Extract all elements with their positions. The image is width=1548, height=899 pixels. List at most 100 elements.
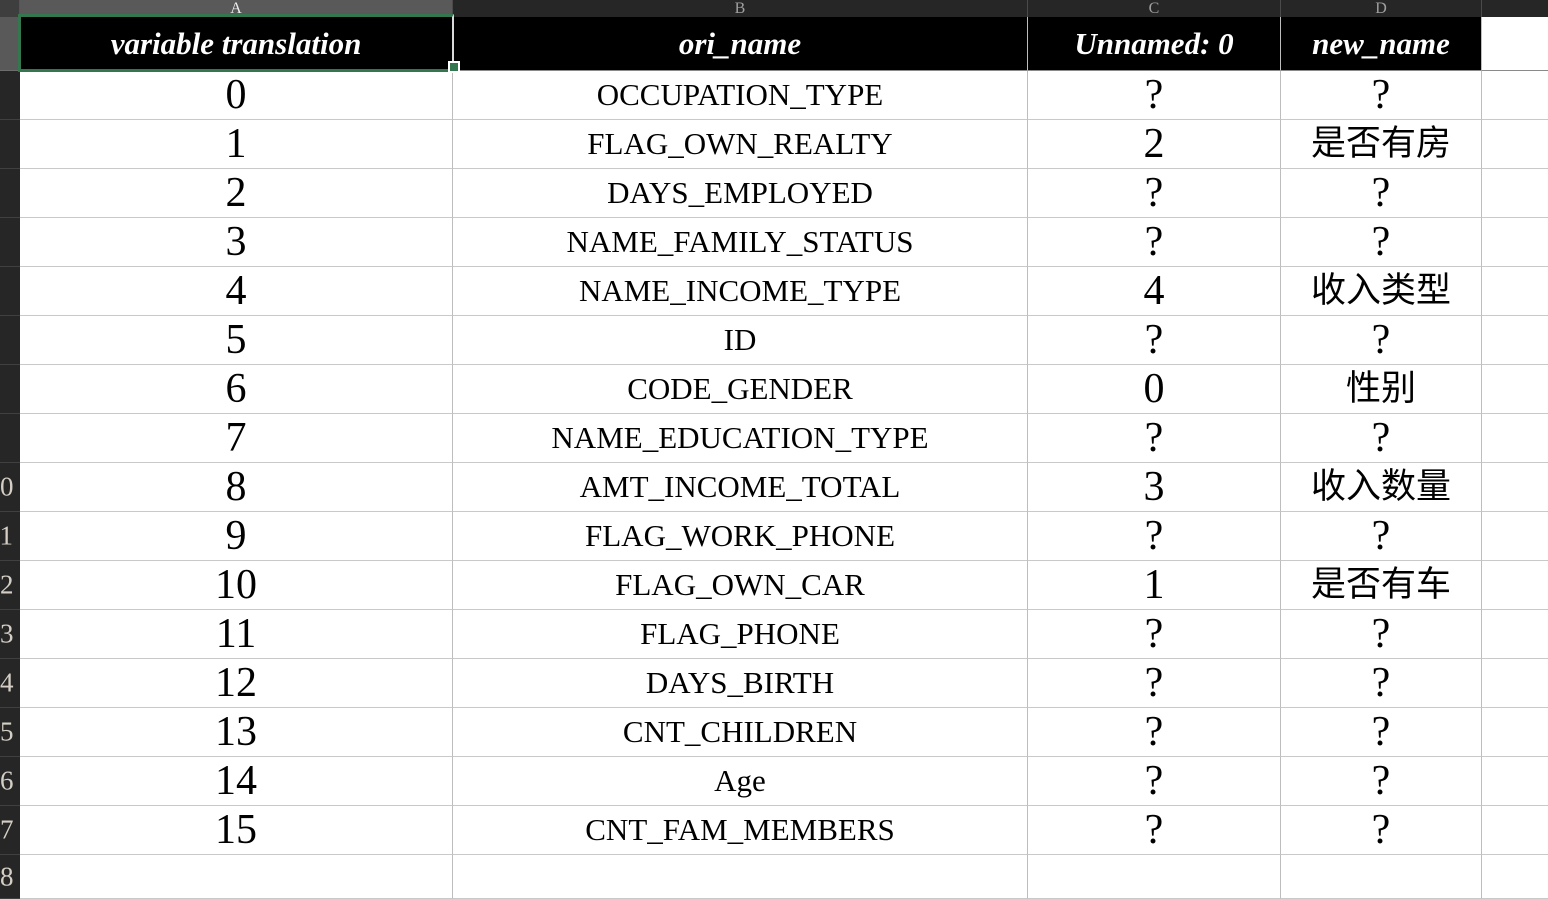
row-header-11[interactable]: 11 (0, 512, 20, 561)
cell-b9[interactable]: NAME_EDUCATION_TYPE (453, 414, 1028, 463)
cell-d5[interactable]: ? (1281, 218, 1482, 267)
row-header-13[interactable]: 13 (0, 610, 20, 659)
cell-a16[interactable]: 14 (20, 757, 453, 806)
cell-e14[interactable] (1482, 659, 1548, 708)
header-cell-e1[interactable] (1482, 17, 1548, 71)
row-header-6[interactable]: 6 (0, 267, 20, 316)
cell-a3[interactable]: 1 (20, 120, 453, 169)
cell-b10[interactable]: AMT_INCOME_TOTAL (453, 463, 1028, 512)
cell-b14[interactable]: DAYS_BIRTH (453, 659, 1028, 708)
cell-a4[interactable]: 2 (20, 169, 453, 218)
column-header-d[interactable]: D (1281, 0, 1482, 17)
cell-a18[interactable] (20, 855, 453, 899)
column-header-a[interactable]: A (20, 0, 453, 17)
row-header-3[interactable]: 3 (0, 120, 20, 169)
cell-e4[interactable] (1482, 169, 1548, 218)
cell-a14[interactable]: 12 (20, 659, 453, 708)
cell-b5[interactable]: NAME_FAMILY_STATUS (453, 218, 1028, 267)
cell-d13[interactable]: ? (1281, 610, 1482, 659)
cell-a8[interactable]: 6 (20, 365, 453, 414)
header-cell-d1[interactable]: new_name (1281, 17, 1482, 71)
cell-e15[interactable] (1482, 708, 1548, 757)
row-header-7[interactable]: 7 (0, 316, 20, 365)
cell-e6[interactable] (1482, 267, 1548, 316)
cell-d3[interactable]: 是否有房 (1281, 120, 1482, 169)
cell-b7[interactable]: ID (453, 316, 1028, 365)
cell-b2[interactable]: OCCUPATION_TYPE (453, 71, 1028, 120)
cell-e10[interactable] (1482, 463, 1548, 512)
cell-a7[interactable]: 5 (20, 316, 453, 365)
cell-d16[interactable]: ? (1281, 757, 1482, 806)
header-cell-a1[interactable]: variable translation (20, 17, 453, 71)
cell-e12[interactable] (1482, 561, 1548, 610)
cell-c12[interactable]: 1 (1028, 561, 1281, 610)
cell-c18[interactable] (1028, 855, 1281, 899)
cell-d11[interactable]: ? (1281, 512, 1482, 561)
cell-c8[interactable]: 0 (1028, 365, 1281, 414)
cell-d12[interactable]: 是否有车 (1281, 561, 1482, 610)
cell-b17[interactable]: CNT_FAM_MEMBERS (453, 806, 1028, 855)
header-cell-c1[interactable]: Unnamed: 0 (1028, 17, 1281, 71)
row-header-4[interactable]: 4 (0, 169, 20, 218)
row-header-14[interactable]: 14 (0, 659, 20, 708)
column-header-b[interactable]: B (453, 0, 1028, 17)
row-header-5[interactable]: 5 (0, 218, 20, 267)
cell-d4[interactable]: ? (1281, 169, 1482, 218)
row-header-1[interactable]: 1 (0, 17, 20, 71)
cell-a10[interactable]: 8 (20, 463, 453, 512)
row-header-15[interactable]: 15 (0, 708, 20, 757)
cell-d2[interactable]: ? (1281, 71, 1482, 120)
cell-a9[interactable]: 7 (20, 414, 453, 463)
cell-e18[interactable] (1482, 855, 1548, 899)
cell-d14[interactable]: ? (1281, 659, 1482, 708)
cell-d6[interactable]: 收入类型 (1281, 267, 1482, 316)
cell-b15[interactable]: CNT_CHILDREN (453, 708, 1028, 757)
select-all-corner[interactable] (0, 0, 20, 17)
cell-e3[interactable] (1482, 120, 1548, 169)
cell-b16[interactable]: Age (453, 757, 1028, 806)
cell-e8[interactable] (1482, 365, 1548, 414)
cell-c10[interactable]: 3 (1028, 463, 1281, 512)
cell-c9[interactable]: ? (1028, 414, 1281, 463)
cell-b18[interactable] (453, 855, 1028, 899)
cell-c11[interactable]: ? (1028, 512, 1281, 561)
cell-d10[interactable]: 收入数量 (1281, 463, 1482, 512)
cell-a11[interactable]: 9 (20, 512, 453, 561)
cell-c15[interactable]: ? (1028, 708, 1281, 757)
row-header-16[interactable]: 16 (0, 757, 20, 806)
row-header-8[interactable]: 8 (0, 365, 20, 414)
header-cell-b1[interactable]: ori_name (453, 17, 1028, 71)
cell-c13[interactable]: ? (1028, 610, 1281, 659)
cell-a12[interactable]: 10 (20, 561, 453, 610)
column-header-c[interactable]: C (1028, 0, 1281, 17)
cell-b13[interactable]: FLAG_PHONE (453, 610, 1028, 659)
cell-a13[interactable]: 11 (20, 610, 453, 659)
cell-e16[interactable] (1482, 757, 1548, 806)
fill-handle[interactable] (448, 61, 460, 73)
cell-c14[interactable]: ? (1028, 659, 1281, 708)
cell-c2[interactable]: ? (1028, 71, 1281, 120)
cell-b11[interactable]: FLAG_WORK_PHONE (453, 512, 1028, 561)
cell-a6[interactable]: 4 (20, 267, 453, 316)
cell-a15[interactable]: 13 (20, 708, 453, 757)
cell-c5[interactable]: ? (1028, 218, 1281, 267)
cell-c7[interactable]: ? (1028, 316, 1281, 365)
cell-a17[interactable]: 15 (20, 806, 453, 855)
cell-b12[interactable]: FLAG_OWN_CAR (453, 561, 1028, 610)
cell-e2[interactable] (1482, 71, 1548, 120)
cell-e5[interactable] (1482, 218, 1548, 267)
row-header-9[interactable]: 9 (0, 414, 20, 463)
row-header-17[interactable]: 17 (0, 806, 20, 855)
cell-c16[interactable]: ? (1028, 757, 1281, 806)
cell-d8[interactable]: 性别 (1281, 365, 1482, 414)
cell-d7[interactable]: ? (1281, 316, 1482, 365)
cell-c6[interactable]: 4 (1028, 267, 1281, 316)
row-header-18[interactable]: 18 (0, 855, 20, 899)
row-header-12[interactable]: 12 (0, 561, 20, 610)
cell-c4[interactable]: ? (1028, 169, 1281, 218)
cell-e13[interactable] (1482, 610, 1548, 659)
cell-d18[interactable] (1281, 855, 1482, 899)
cell-b8[interactable]: CODE_GENDER (453, 365, 1028, 414)
cell-e17[interactable] (1482, 806, 1548, 855)
cell-a5[interactable]: 3 (20, 218, 453, 267)
